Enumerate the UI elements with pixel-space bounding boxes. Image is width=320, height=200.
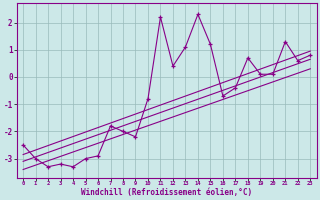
X-axis label: Windchill (Refroidissement éolien,°C): Windchill (Refroidissement éolien,°C) [81,188,252,197]
